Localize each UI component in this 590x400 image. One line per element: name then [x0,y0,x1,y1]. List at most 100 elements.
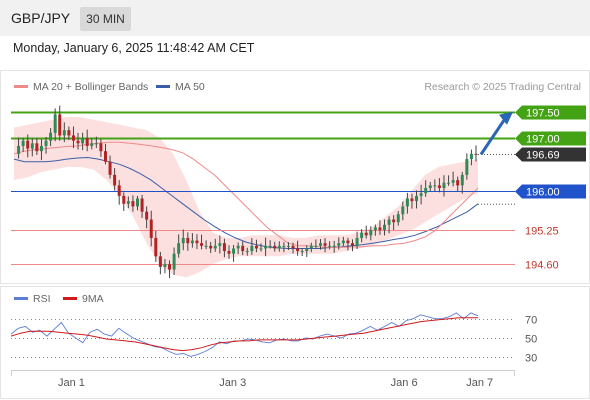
rsi-tick-label: 30 [525,353,537,365]
candle-body [218,243,222,246]
level-label: 197.50 [526,108,560,120]
level-tag [515,184,586,199]
candle-body [318,243,322,246]
candle-body [35,143,39,152]
candle-body [350,243,354,246]
candle-body [360,232,364,238]
candle-body [44,140,48,146]
ma50-legend-label: MA 50 [175,81,205,93]
candle-body [332,245,336,247]
candle-body [17,145,21,154]
candle-body [428,185,432,188]
rsi-legend-swatch [14,297,28,300]
ma20-legend-label: MA 20 + Bollinger Bands [33,81,148,93]
candle-body [309,245,313,249]
candle-body [204,245,208,247]
candle-body [415,195,419,202]
symbol-title: GBP/JPY [11,10,71,26]
rsi-legend-label: RSI [33,293,51,305]
research-credit: Research © 2025 Trading Central [424,81,581,93]
candle-body [424,188,428,194]
candle-body [396,214,400,223]
candle-body [172,253,176,270]
candle-body [419,193,423,196]
candle-body [383,224,387,231]
candle-body [113,174,117,186]
forecast-arrow-head [499,111,513,125]
level-tag [515,147,586,162]
header-bar: GBP/JPY 30 MIN [0,0,590,36]
candle-body [392,219,396,223]
candle-body [145,211,149,220]
candle-body [355,237,359,246]
level-label: 197.00 [526,134,560,146]
level-label: 195.25 [525,226,559,238]
candle-body [346,240,350,244]
ma50-line [13,156,479,249]
candle-body [364,232,368,236]
candle-body [76,140,80,144]
candle-body [437,185,441,188]
candle-body [254,245,258,249]
candle-body [286,245,290,247]
candle-body [186,237,190,244]
candle-body [149,219,153,238]
candle-body [209,245,213,249]
level-tag [515,131,586,146]
candle-body [200,243,204,246]
candle-body [122,195,126,204]
chart-datetime: Monday, January 6, 2025 11:48:42 AM CET [13,41,255,55]
candle-body [71,135,75,141]
candle-body [213,245,217,249]
candle-body [195,240,199,244]
x-tick-label: Jan 1 [58,377,85,389]
candle-body [236,245,240,249]
candle-body [49,132,53,141]
timeframe-badge[interactable]: 30 MIN [80,7,131,31]
candle-body [451,180,455,183]
x-tick-label: Jan 7 [466,377,493,389]
candle-body [163,264,167,267]
candle-body [140,198,144,212]
candle-body [241,245,245,252]
candle-body [305,248,309,252]
candle-body [460,174,464,186]
candle-body [369,230,373,236]
candle-body [264,245,268,249]
candle-body [314,245,318,247]
candle-body [405,198,409,207]
candle-body [250,245,254,252]
candle-body [85,138,89,146]
candle-body [328,245,332,247]
candle-body [373,227,377,231]
candle-body [410,198,414,202]
candle-body [154,237,158,257]
candle-body [136,198,140,207]
candle-body [456,180,460,186]
candle-body [90,143,94,146]
candle-body [341,240,345,244]
candle-body [103,151,107,162]
candle-body [378,227,382,231]
candle-body [273,245,277,249]
level-label: 196.00 [526,187,560,199]
x-tick-label: Jan 3 [219,377,246,389]
candle-body [58,114,62,136]
candle-body [401,206,405,215]
candle-body [469,153,473,160]
candle-body [168,264,172,270]
candle-body [21,140,25,146]
candle-body [94,143,98,145]
candle-body [108,161,112,175]
candle-body [268,245,272,247]
rsi-ma-legend-swatch [63,297,77,300]
rsi-ma-line [10,317,478,352]
candle-body [465,159,469,175]
candle-body [245,251,249,253]
x-tick-label: Jan 6 [391,377,418,389]
rsi-tick-label: 70 [525,315,537,327]
candle-body [131,201,135,207]
forecast-arrow-shaft [479,117,507,156]
candle-body [296,248,300,252]
rsi-tick-label: 50 [525,334,537,346]
